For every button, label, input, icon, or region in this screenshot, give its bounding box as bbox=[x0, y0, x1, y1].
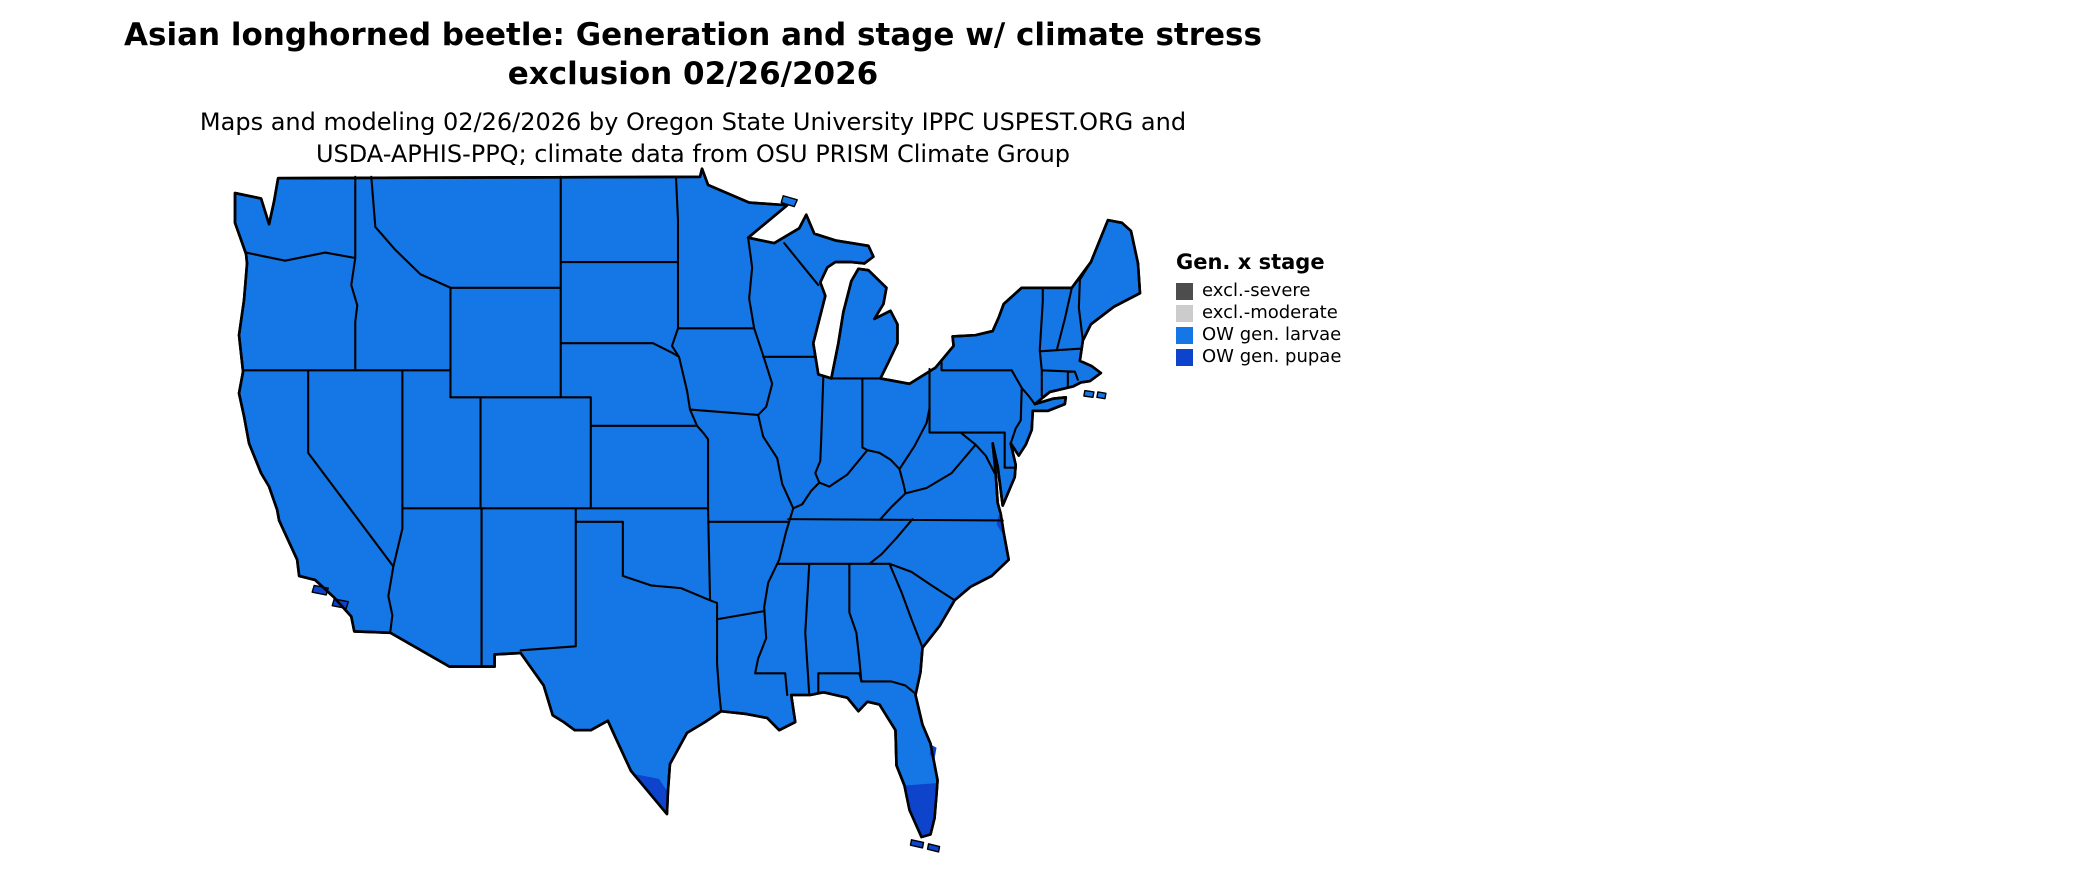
legend-swatch-ow-gen-pupae bbox=[1176, 348, 1193, 366]
legend: Gen. x stage excl.-severe excl.-moderate… bbox=[1176, 250, 1396, 370]
figure-subtitle-line-1: Maps and modeling 02/26/2026 by Oregon S… bbox=[199, 108, 1187, 136]
legend-swatch-ow-gen-larvae bbox=[1176, 326, 1193, 344]
legend-swatch-excl-moderate bbox=[1176, 304, 1193, 322]
us-map bbox=[230, 166, 1142, 856]
us-map-svg bbox=[230, 166, 1142, 856]
figure-title-line-2: exclusion 02/26/2026 bbox=[507, 56, 879, 92]
larvae-island-isle-royale bbox=[781, 196, 797, 207]
larvae-islands-nantucket bbox=[1084, 391, 1106, 399]
legend-title: Gen. x stage bbox=[1176, 250, 1325, 274]
conus-outline bbox=[235, 169, 1140, 837]
figure-header: Asian longhorned beetle: Generation and … bbox=[0, 16, 1386, 170]
figure-subtitle-line-2: USDA-APHIS-PPQ; climate data from OSU PR… bbox=[315, 140, 1071, 168]
legend-item-ow-gen-pupae: OW gen. pupae bbox=[1176, 348, 1396, 366]
figure-title-line-1: Asian longhorned beetle: Generation and … bbox=[124, 17, 1262, 53]
legend-item-excl-severe: excl.-severe bbox=[1176, 282, 1396, 300]
legend-label-excl-moderate: excl.-moderate bbox=[1202, 302, 1338, 323]
legend-item-excl-moderate: excl.-moderate bbox=[1176, 304, 1396, 322]
legend-label-ow-gen-pupae: OW gen. pupae bbox=[1202, 346, 1342, 367]
legend-label-excl-severe: excl.-severe bbox=[1202, 280, 1311, 301]
state-borders bbox=[243, 177, 1091, 711]
legend-swatch-excl-severe bbox=[1176, 282, 1193, 300]
pupae-islands-florida-keys bbox=[910, 840, 939, 852]
legend-item-ow-gen-larvae: OW gen. larvae bbox=[1176, 326, 1396, 344]
pupae-region-south-florida bbox=[903, 782, 938, 838]
figure-subtitle: Maps and modeling 02/26/2026 by Oregon S… bbox=[0, 106, 1386, 170]
legend-label-ow-gen-larvae: OW gen. larvae bbox=[1202, 324, 1342, 345]
